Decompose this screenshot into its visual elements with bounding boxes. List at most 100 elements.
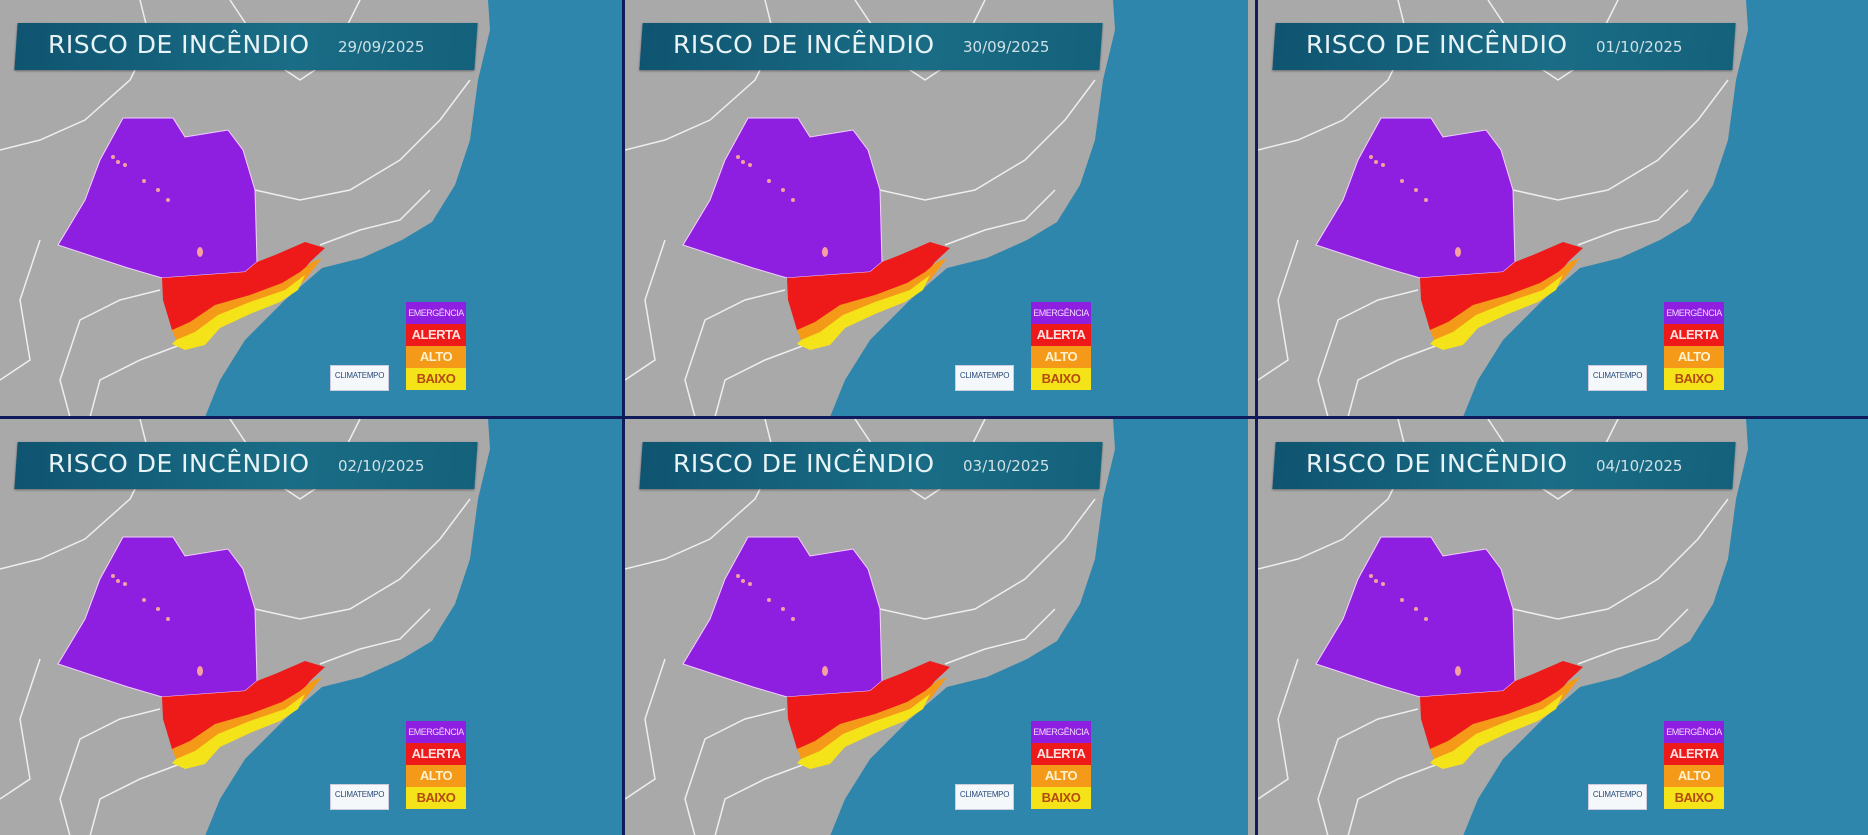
map [0,0,622,416]
legend-item-emergência: EMERGÊNCIA [1031,721,1091,743]
map [1258,0,1868,416]
low-zone [797,694,930,769]
hotspots [111,574,203,676]
alert-zone [1420,242,1583,330]
climatempo-logo: CLIMATEMPO [330,784,389,810]
legend-item-alerta: ALERTA [406,324,466,346]
legend-item-alerta: ALERTA [1031,743,1091,765]
high-zone [1430,677,1580,759]
risk-legend: EMERGÊNCIA ALERTA ALTO BAIXO [1031,721,1091,809]
ocean [1463,0,1868,416]
fire-risk-map-panel: RISCO DE INCÊNDIO 01/10/2025 CLIMATEMPO … [1258,0,1868,416]
fire-risk-map-panel: RISCO DE INCÊNDIO 30/09/2025 CLIMATEMPO … [625,0,1255,416]
ocean [830,0,1248,416]
legend-item-alerta: ALERTA [1031,324,1091,346]
risk-legend: EMERGÊNCIA ALERTA ALTO BAIXO [406,302,466,390]
state-emergency-zone [1315,536,1516,698]
panel-title: RISCO DE INCÊNDIO [1306,449,1568,478]
legend-item-alto: ALTO [1664,765,1724,787]
panel-date: 04/10/2025 [1596,457,1683,475]
ocean [830,419,1248,835]
state-emergency-zone [57,117,258,279]
legend-item-baixo: BAIXO [406,787,466,809]
hotspots [1369,155,1461,257]
fire-risk-map-panel: RISCO DE INCÊNDIO 29/09/2025 CLIMATEMPO … [0,0,622,416]
panel-date: 29/09/2025 [338,38,425,56]
panel-date: 30/09/2025 [963,38,1050,56]
state-emergency-zone [1315,117,1516,279]
logo-text: CLIMATEMPO [959,371,1010,380]
state-emergency-zone [682,536,883,698]
panel-title: RISCO DE INCÊNDIO [48,449,310,478]
state-emergency-zone [682,117,883,279]
low-zone [172,275,305,350]
climatempo-logo: CLIMATEMPO [1588,784,1647,810]
risk-legend: EMERGÊNCIA ALERTA ALTO BAIXO [1664,302,1724,390]
legend-item-alto: ALTO [1031,765,1091,787]
logo-text: CLIMATEMPO [334,790,385,799]
panel-title: RISCO DE INCÊNDIO [673,30,935,59]
legend-item-baixo: BAIXO [1664,787,1724,809]
map [625,419,1248,835]
logo-text: CLIMATEMPO [1592,371,1643,380]
legend-item-alerta: ALERTA [1664,743,1724,765]
hotspots [736,155,828,257]
legend-item-emergência: EMERGÊNCIA [406,302,466,324]
logo-text: CLIMATEMPO [334,371,385,380]
legend-item-alerta: ALERTA [1664,324,1724,346]
low-zone [1430,694,1563,769]
high-zone [172,677,322,759]
legend-item-emergência: EMERGÊNCIA [1664,721,1724,743]
hotspots [1369,574,1461,676]
legend-item-alto: ALTO [1664,346,1724,368]
alert-zone [162,242,325,330]
panel-title: RISCO DE INCÊNDIO [48,30,310,59]
fire-risk-map-panel: RISCO DE INCÊNDIO 04/10/2025 CLIMATEMPO … [1258,419,1868,835]
hotspots [736,574,828,676]
map [0,419,622,835]
map [625,0,1248,416]
state-emergency-zone [57,536,258,698]
risk-legend: EMERGÊNCIA ALERTA ALTO BAIXO [406,721,466,809]
ocean [205,419,622,835]
high-zone [797,258,947,340]
legend-item-alto: ALTO [406,346,466,368]
climatempo-logo: CLIMATEMPO [330,365,389,391]
low-zone [172,694,305,769]
risk-legend: EMERGÊNCIA ALERTA ALTO BAIXO [1031,302,1091,390]
panel-title: RISCO DE INCÊNDIO [1306,30,1568,59]
panel-date: 03/10/2025 [963,457,1050,475]
fire-risk-map-panel: RISCO DE INCÊNDIO 03/10/2025 CLIMATEMPO … [625,419,1255,835]
legend-item-emergência: EMERGÊNCIA [1664,302,1724,324]
legend-item-baixo: BAIXO [406,368,466,390]
climatempo-logo: CLIMATEMPO [955,784,1014,810]
legend-item-emergência: EMERGÊNCIA [1031,302,1091,324]
legend-item-baixo: BAIXO [1031,787,1091,809]
ocean [1463,419,1868,835]
legend-item-alto: ALTO [1031,346,1091,368]
panel-date: 02/10/2025 [338,457,425,475]
ocean [205,0,622,416]
hotspots [111,155,203,257]
low-zone [1430,275,1563,350]
high-zone [797,677,947,759]
map [1258,419,1868,835]
high-zone [172,258,322,340]
legend-item-alto: ALTO [406,765,466,787]
risk-legend: EMERGÊNCIA ALERTA ALTO BAIXO [1664,721,1724,809]
alert-zone [1420,661,1583,749]
climatempo-logo: CLIMATEMPO [955,365,1014,391]
alert-zone [162,661,325,749]
high-zone [1430,258,1580,340]
alert-zone [787,661,950,749]
legend-item-alerta: ALERTA [406,743,466,765]
legend-item-baixo: BAIXO [1664,368,1724,390]
logo-text: CLIMATEMPO [1592,790,1643,799]
panel-date: 01/10/2025 [1596,38,1683,56]
legend-item-emergência: EMERGÊNCIA [406,721,466,743]
low-zone [797,275,930,350]
fire-risk-map-panel: RISCO DE INCÊNDIO 02/10/2025 CLIMATEMPO … [0,419,622,835]
panel-title: RISCO DE INCÊNDIO [673,449,935,478]
climatempo-logo: CLIMATEMPO [1588,365,1647,391]
